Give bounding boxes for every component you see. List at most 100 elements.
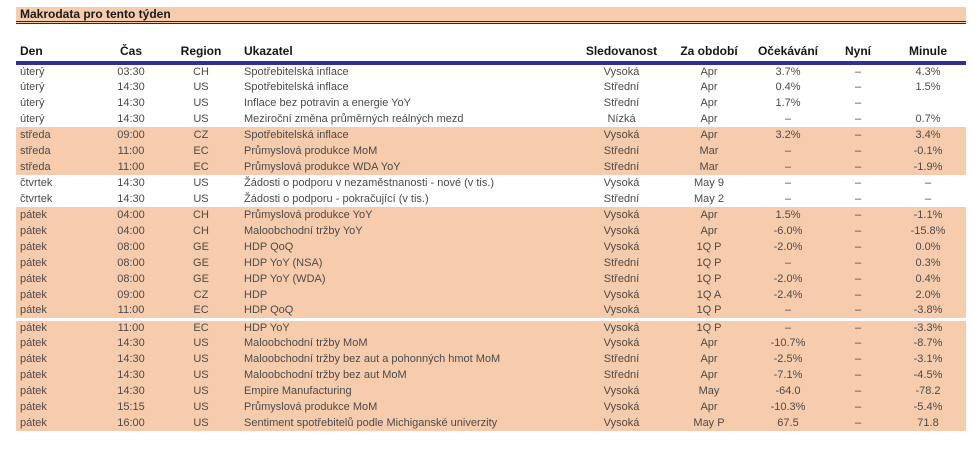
last-cell: -5.4%	[890, 399, 966, 415]
day-cell: pátek	[16, 303, 100, 319]
last-cell: 4.3%	[915, 66, 941, 78]
expectation-cell: -7.1%	[750, 367, 826, 383]
time-cell: 14:30	[100, 335, 162, 351]
now-cell: –	[826, 303, 890, 319]
period-cell: May 9	[694, 177, 724, 189]
expectation-cell: –	[750, 159, 826, 175]
table-row: pátek 04:00 CH Maloobchodní tržby YoY Vy…	[16, 223, 966, 239]
region-cell: CH	[193, 66, 209, 78]
now-cell: –	[826, 415, 890, 431]
now-cell: –	[826, 367, 890, 383]
last-cell: -3.1%	[890, 351, 966, 367]
region-cell: US	[162, 399, 240, 415]
region-cell: GE	[162, 255, 240, 271]
column-header-indicator: Ukazatel	[240, 43, 575, 65]
last-cell: -3.8%	[890, 303, 966, 319]
now-cell: –	[826, 255, 890, 271]
now-cell: –	[826, 351, 890, 367]
indicator-cell: Inflace bez potravin a energie YoY	[244, 97, 411, 109]
day-cell: pátek	[16, 239, 100, 255]
table-row: pátek 08:00 GE HDP YoY (WDA) Střední 1Q …	[16, 271, 966, 287]
period-cell: Apr	[668, 367, 750, 383]
indicator-cell: Spotřebitelská inflace	[244, 66, 349, 78]
expectation-cell: -10.7%	[750, 335, 826, 351]
last-cell: -78.2	[890, 383, 966, 399]
expectation-cell: –	[784, 177, 792, 189]
now-cell: –	[826, 271, 890, 287]
last-cell: –	[924, 177, 932, 189]
period-cell: May	[668, 383, 750, 399]
time-cell: 14:30	[117, 81, 145, 93]
expectation-cell: –	[750, 143, 826, 159]
column-header-expectation: Očekávání	[750, 43, 826, 65]
last-cell: -3.3%	[890, 317, 966, 335]
region-cell: EC	[162, 317, 240, 335]
table-row: pátek 15:15 US Průmyslová produkce MoM V…	[16, 399, 966, 415]
period-cell: Apr	[700, 81, 718, 93]
now-cell: –	[854, 177, 862, 189]
time-cell: 14:30	[100, 367, 162, 383]
last-cell: 0.7%	[915, 113, 941, 125]
day-cell: středa	[16, 159, 100, 175]
time-cell: 09:00	[100, 127, 162, 143]
attention-cell: Střední	[603, 81, 640, 93]
day-cell: pátek	[16, 335, 100, 351]
region-cell: EC	[162, 159, 240, 175]
last-cell	[890, 95, 966, 111]
region-cell: CH	[162, 223, 240, 239]
region-cell: CH	[162, 207, 240, 223]
time-cell: 04:00	[100, 207, 162, 223]
table-row: pátek 11:00 EC HDP QoQ Vysoká 1Q P – – -…	[16, 303, 966, 319]
period-cell: Apr	[668, 351, 750, 367]
table-row: středa 11:00 EC Průmyslová produkce MoM …	[16, 143, 966, 159]
region-cell: US	[162, 351, 240, 367]
expectation-cell: 3.7%	[775, 66, 801, 78]
day-cell: úterý	[20, 66, 45, 78]
last-cell: 2.0%	[890, 287, 966, 303]
expectation-cell: -6.0%	[750, 223, 826, 239]
indicator-cell: Sentiment spotřebitelů podle Michiganské…	[240, 415, 575, 431]
period-cell: 1Q P	[668, 255, 750, 271]
period-cell: May 2	[694, 193, 724, 205]
expectation-cell: 1.5%	[750, 207, 826, 223]
attention-cell: Vysoká	[575, 239, 668, 255]
table-row: úterý 14:30 US Inflace bez potravin a en…	[16, 95, 966, 111]
now-cell: –	[854, 81, 862, 93]
table-row: pátek 14:30 US Maloobchodní tržby MoM Vy…	[16, 335, 966, 351]
last-cell: 0.3%	[890, 255, 966, 271]
expectation-cell: –	[750, 255, 826, 271]
time-cell: 14:30	[117, 193, 145, 205]
indicator-cell: Spotřebitelská inflace	[244, 81, 349, 93]
expectation-cell: -2.5%	[750, 351, 826, 367]
time-cell: 08:00	[100, 255, 162, 271]
day-cell: pátek	[16, 207, 100, 223]
day-cell: středa	[16, 127, 100, 143]
attention-cell: Vysoká	[575, 287, 668, 303]
last-cell: 0.4%	[890, 271, 966, 287]
day-cell: pátek	[16, 287, 100, 303]
expectation-cell: -10.3%	[750, 399, 826, 415]
expectation-cell: -2.0%	[750, 271, 826, 287]
indicator-cell: Maloobchodní tržby bez aut a pohonných h…	[240, 351, 575, 367]
time-cell: 11:00	[100, 143, 162, 159]
region-cell: CZ	[162, 127, 240, 143]
now-cell: –	[826, 127, 890, 143]
time-cell: 14:30	[117, 177, 145, 189]
last-cell: -15.8%	[890, 223, 966, 239]
expectation-cell: 0.4%	[775, 81, 801, 93]
last-cell: 0.0%	[890, 239, 966, 255]
day-cell: čtvrtek	[20, 177, 53, 189]
indicator-cell: HDP YoY	[240, 317, 575, 335]
period-cell: 1Q P	[668, 303, 750, 319]
day-cell: čtvrtek	[20, 193, 53, 205]
expectation-cell: 3.2%	[750, 127, 826, 143]
region-cell: US	[193, 97, 209, 109]
attention-cell: Vysoká	[575, 223, 668, 239]
day-cell: úterý	[20, 81, 45, 93]
header-row: Den Čas Region Ukazatel Sledovanost Za o…	[16, 43, 966, 65]
last-cell: 71.8	[890, 415, 966, 431]
region-cell: CZ	[162, 287, 240, 303]
attention-cell: Střední	[575, 159, 668, 175]
last-cell: -1.1%	[890, 207, 966, 223]
period-cell: 1Q A	[668, 287, 750, 303]
